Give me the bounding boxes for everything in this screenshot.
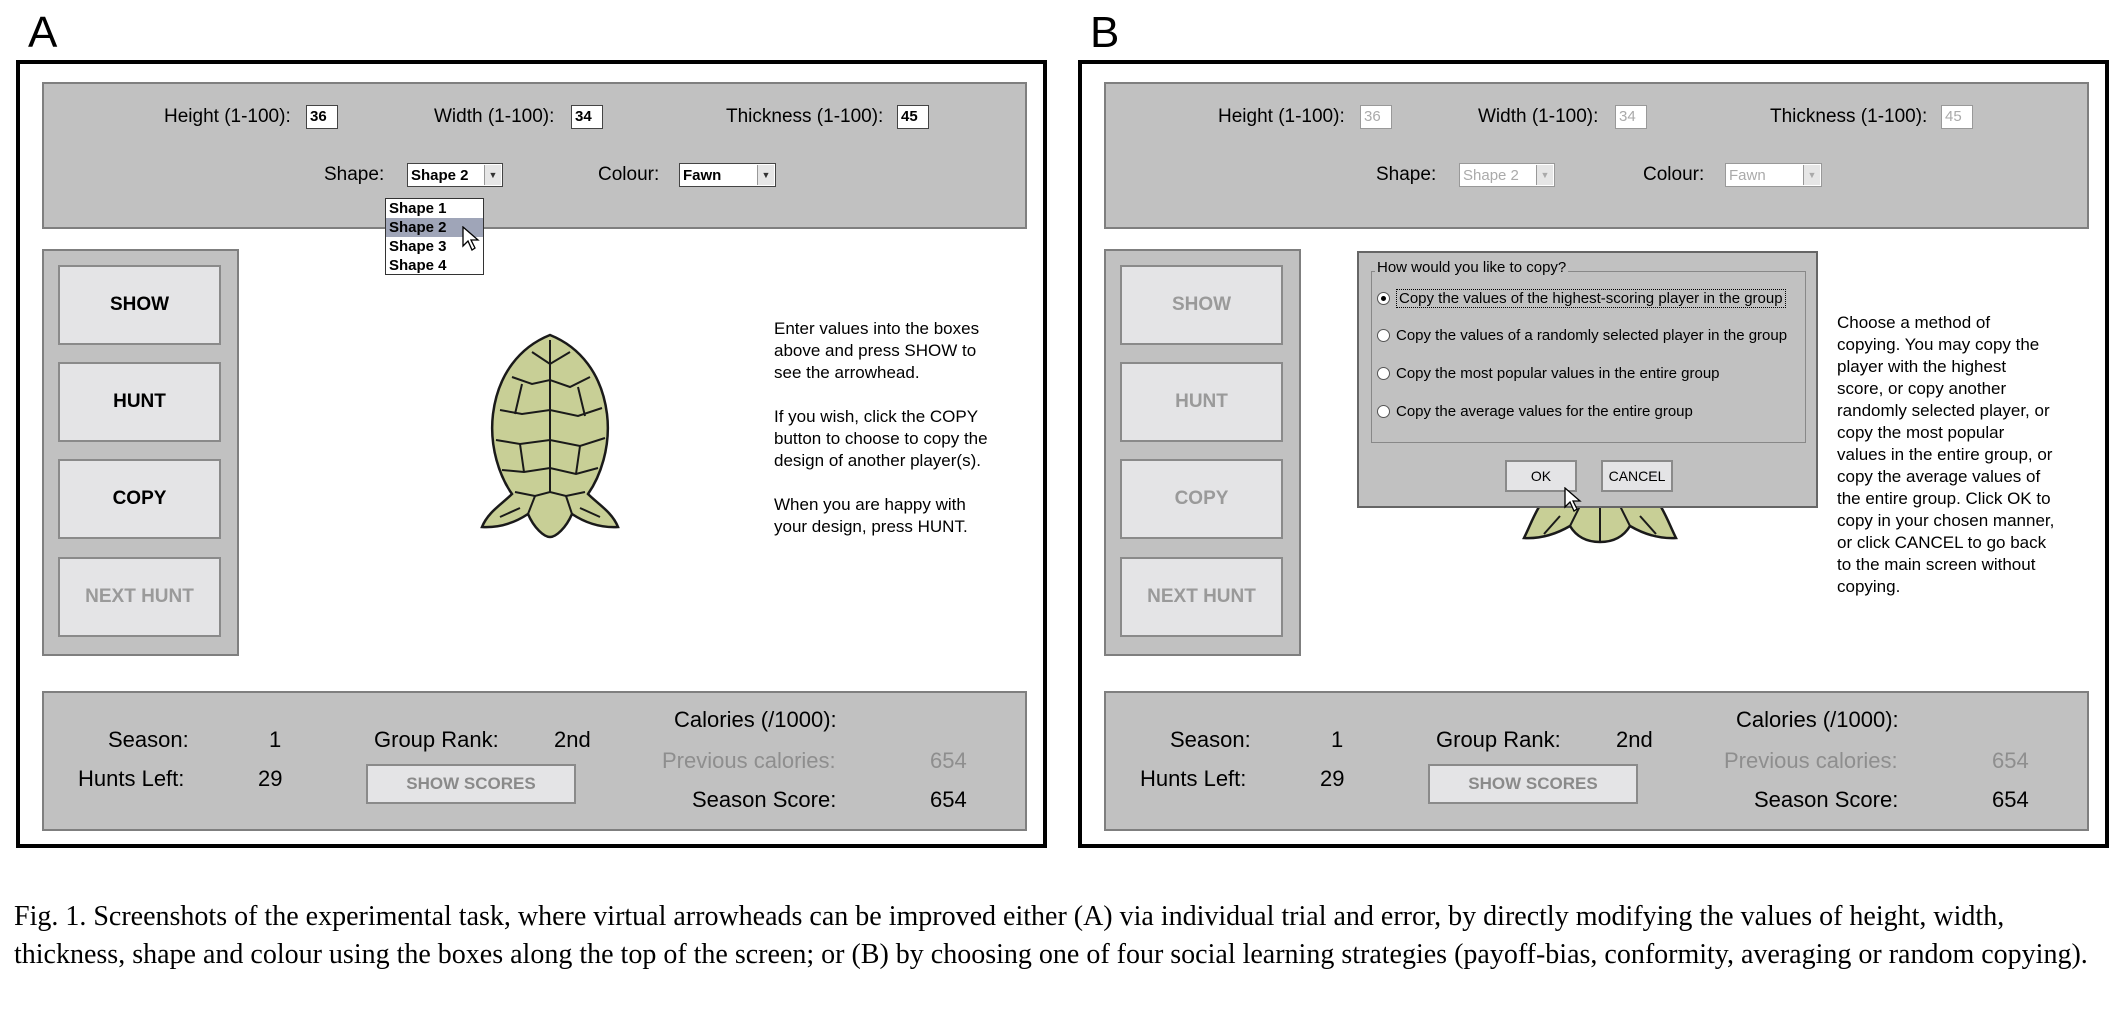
figure-caption: Fig. 1. Screenshots of the experimental … bbox=[14, 901, 2088, 970]
shape-option-selected[interactable]: Shape 2 bbox=[386, 218, 483, 237]
previous-calories-label: Previous calories: bbox=[1724, 748, 1898, 773]
copy-option-random-player[interactable]: Copy the values of a randomly selected p… bbox=[1377, 327, 1787, 344]
colour-select: Fawn ▼ bbox=[1725, 163, 1822, 187]
radio-icon[interactable] bbox=[1377, 329, 1390, 342]
group-rank-value: 2nd bbox=[554, 727, 591, 752]
mouse-cursor-icon bbox=[1564, 487, 1582, 512]
shape-select: Shape 2 ▼ bbox=[1459, 163, 1555, 187]
hunt-button[interactable]: HUNT bbox=[58, 362, 221, 442]
next-hunt-button: NEXT HUNT bbox=[1120, 557, 1283, 637]
action-buttons-bar: SHOW HUNT COPY NEXT HUNT bbox=[1104, 249, 1301, 656]
panel-b-window: Height (1-100): 36 Width (1-100): 34 Thi… bbox=[1078, 60, 2109, 848]
shape-select-value: Shape 2 bbox=[411, 167, 469, 184]
ok-button[interactable]: OK bbox=[1505, 460, 1577, 492]
copy-button: COPY bbox=[1120, 459, 1283, 539]
mouse-cursor-icon bbox=[462, 226, 480, 251]
cancel-button[interactable]: CANCEL bbox=[1601, 460, 1673, 492]
hunts-left-value: 29 bbox=[1320, 766, 1345, 791]
shape-select-value: Shape 2 bbox=[1463, 167, 1519, 184]
hunts-left-value: 29 bbox=[258, 766, 283, 791]
thickness-input: 45 bbox=[1941, 105, 1973, 129]
hunts-left-label: Hunts Left: bbox=[78, 766, 185, 791]
shape-label: Shape: bbox=[1376, 164, 1437, 185]
season-score-label: Season Score: bbox=[692, 787, 837, 812]
thickness-input[interactable]: 45 bbox=[897, 105, 929, 129]
season-label: Season: bbox=[1170, 727, 1251, 752]
group-rank-label: Group Rank: bbox=[374, 727, 499, 752]
season-label: Season: bbox=[108, 727, 189, 752]
width-label: Width (1-100): bbox=[434, 106, 555, 127]
chevron-down-icon: ▼ bbox=[1803, 165, 1820, 185]
show-button[interactable]: SHOW bbox=[58, 265, 221, 345]
show-button: SHOW bbox=[1120, 265, 1283, 345]
hunt-button: HUNT bbox=[1120, 362, 1283, 442]
status-bar: Season: 1 Hunts Left: 29 Group Rank: 2nd… bbox=[42, 691, 1027, 831]
copy-button[interactable]: COPY bbox=[58, 459, 221, 539]
colour-label: Colour: bbox=[1643, 164, 1705, 185]
thickness-label: Thickness (1-100): bbox=[726, 106, 884, 127]
calories-label: Calories (/1000): bbox=[674, 707, 837, 732]
copy-option-label: Copy the values of the highest-scoring p… bbox=[1396, 289, 1786, 308]
previous-calories-value: 654 bbox=[930, 748, 967, 773]
show-scores-button[interactable]: SHOW SCORES bbox=[1428, 764, 1638, 804]
copy-option-label: Copy the values of a randomly selected p… bbox=[1396, 327, 1788, 344]
shape-label: Shape: bbox=[324, 164, 385, 185]
previous-calories-label: Previous calories: bbox=[662, 748, 836, 773]
calories-label: Calories (/1000): bbox=[1736, 707, 1899, 732]
height-input[interactable]: 36 bbox=[306, 105, 338, 129]
shape-select[interactable]: Shape 2 ▼ bbox=[407, 163, 503, 187]
design-inputs-bar: Height (1-100): 36 Width (1-100): 34 Thi… bbox=[42, 82, 1027, 229]
copy-option-most-popular[interactable]: Copy the most popular values in the enti… bbox=[1377, 365, 1720, 382]
season-score-value: 654 bbox=[1992, 787, 2029, 812]
width-input[interactable]: 34 bbox=[571, 105, 603, 129]
group-rank-label: Group Rank: bbox=[1436, 727, 1561, 752]
chevron-down-icon[interactable]: ▼ bbox=[484, 165, 501, 185]
season-value: 1 bbox=[1331, 727, 1344, 752]
copy-method-dialog: How would you like to copy? Copy the val… bbox=[1357, 251, 1818, 508]
shape-option[interactable]: Shape 4 bbox=[389, 257, 447, 274]
group-rank-value: 2nd bbox=[1616, 727, 1653, 752]
shape-option[interactable]: Shape 1 bbox=[389, 200, 447, 217]
season-score-value: 654 bbox=[930, 787, 967, 812]
panel-a-window: Height (1-100): 36 Width (1-100): 34 Thi… bbox=[16, 60, 1047, 848]
colour-select[interactable]: Fawn ▼ bbox=[679, 163, 776, 187]
show-scores-button[interactable]: SHOW SCORES bbox=[366, 764, 576, 804]
instructions-text: Choose a method of copying. You may copy… bbox=[1837, 313, 2055, 596]
width-label: Width (1-100): bbox=[1478, 106, 1599, 127]
status-bar: Season: 1 Hunts Left: 29 Group Rank: 2nd… bbox=[1104, 691, 2089, 831]
radio-icon[interactable] bbox=[1377, 367, 1390, 380]
chevron-down-icon[interactable]: ▼ bbox=[757, 165, 774, 185]
next-hunt-button[interactable]: NEXT HUNT bbox=[58, 557, 221, 637]
copy-option-highest-scoring[interactable]: Copy the values of the highest-scoring p… bbox=[1377, 289, 1786, 308]
copy-option-label: Copy the average values for the entire g… bbox=[1396, 403, 1693, 420]
season-score-label: Season Score: bbox=[1754, 787, 1899, 812]
colour-label: Colour: bbox=[598, 164, 660, 185]
height-input: 36 bbox=[1360, 105, 1392, 129]
chevron-down-icon: ▼ bbox=[1536, 165, 1553, 185]
colour-select-value: Fawn bbox=[1729, 167, 1766, 184]
colour-select-value: Fawn bbox=[683, 167, 722, 184]
season-value: 1 bbox=[269, 727, 282, 752]
radio-selected-icon[interactable] bbox=[1377, 292, 1390, 305]
radio-icon[interactable] bbox=[1377, 405, 1390, 418]
dialog-title: How would you like to copy? bbox=[1375, 259, 1569, 276]
height-label: Height (1-100): bbox=[1218, 106, 1345, 127]
shape-option[interactable]: Shape 3 bbox=[389, 238, 447, 255]
thickness-label: Thickness (1-100): bbox=[1770, 106, 1928, 127]
hunts-left-label: Hunts Left: bbox=[1140, 766, 1247, 791]
copy-option-average[interactable]: Copy the average values for the entire g… bbox=[1377, 403, 1693, 420]
panel-b-label: B bbox=[1090, 8, 1120, 57]
height-label: Height (1-100): bbox=[164, 106, 291, 127]
instructions-text: Enter values into the boxes above and pr… bbox=[774, 319, 988, 536]
design-inputs-bar: Height (1-100): 36 Width (1-100): 34 Thi… bbox=[1104, 82, 2089, 229]
copy-option-label: Copy the most popular values in the enti… bbox=[1396, 365, 1720, 382]
panel-a-label: A bbox=[28, 8, 58, 57]
previous-calories-value: 654 bbox=[1992, 748, 2029, 773]
width-input: 34 bbox=[1615, 105, 1647, 129]
action-buttons-bar: SHOW HUNT COPY NEXT HUNT bbox=[42, 249, 239, 656]
copy-options-group bbox=[1371, 271, 1806, 443]
arrowhead-image bbox=[480, 333, 620, 539]
